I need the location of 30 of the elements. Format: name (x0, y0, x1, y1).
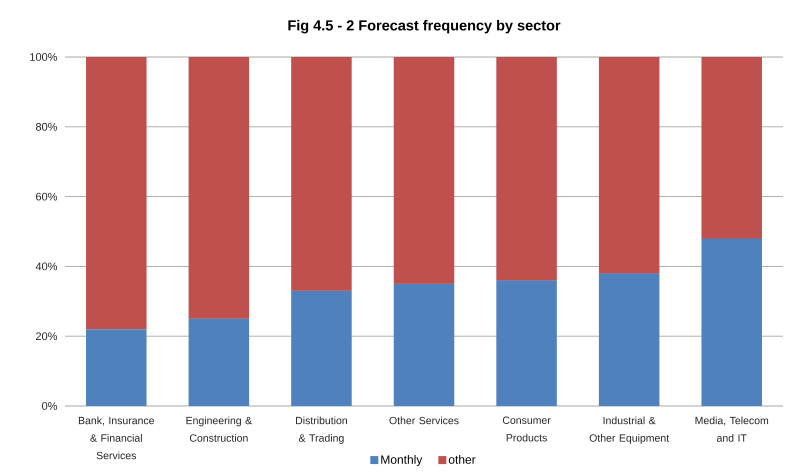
bar (598, 273, 660, 406)
x-tick-label: Industrial & Other Equipment (590, 416, 670, 444)
x-tick-label: Bank, Insurance & Financial Services (78, 416, 154, 460)
y-tick-label: 100% (30, 53, 58, 61)
y-tick-label: 60% (36, 192, 58, 200)
x-tick-label: Media, Telecom and IT (696, 416, 768, 442)
legend-label: other (448, 455, 476, 464)
bar (188, 318, 250, 406)
bar (496, 57, 557, 280)
y-tick-label: 80% (36, 122, 58, 131)
x-tick-label: Other Services (389, 416, 459, 424)
bar (496, 280, 557, 406)
bar (598, 57, 660, 274)
x-tick-label: Engineering & Construction (186, 416, 252, 442)
y-tick-label: 0% (42, 402, 58, 410)
bar (701, 238, 762, 406)
bar (188, 57, 250, 319)
y-tick-label: 20% (36, 332, 58, 340)
legend-label: Monthly (381, 455, 422, 466)
bar (291, 57, 352, 291)
x-tick-label: Distribution & Trading (296, 416, 348, 444)
chart-title: Fig 4.5 - 2 Forecast frequency by sector (288, 20, 560, 34)
bar (86, 329, 147, 406)
bar (394, 57, 454, 284)
bar (86, 57, 147, 330)
bar (701, 57, 762, 238)
y-tick-label: 40% (36, 262, 58, 270)
bar (394, 284, 454, 406)
x-tick-label: Consumer Products (502, 416, 551, 442)
bar (291, 290, 352, 406)
